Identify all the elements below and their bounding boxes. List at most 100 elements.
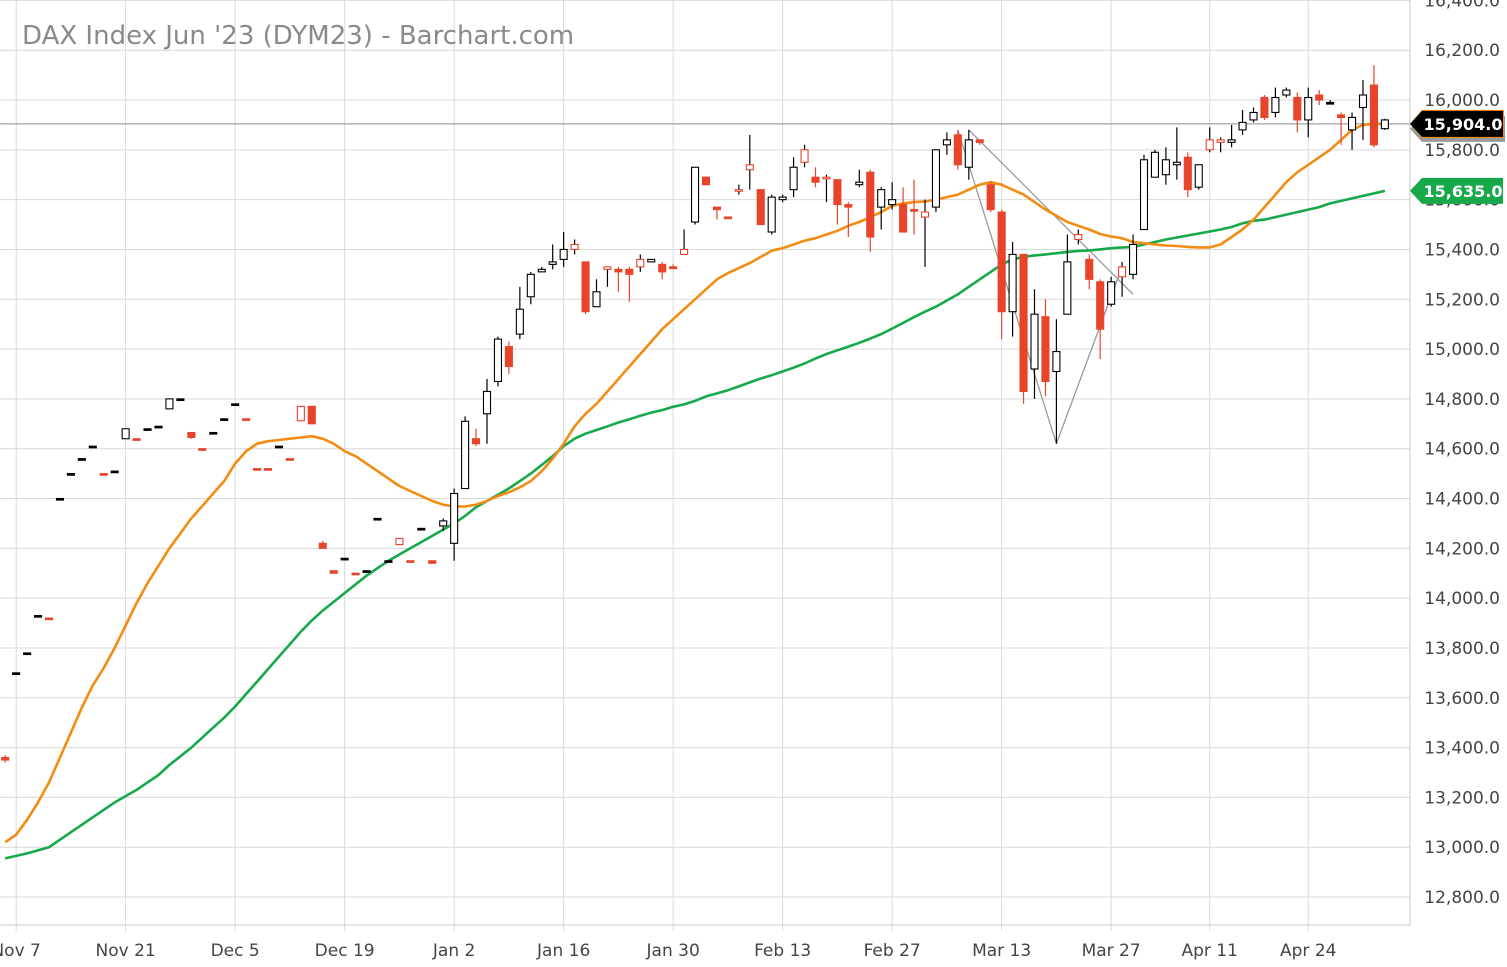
ma-slow-tag-label: 15,635.0 [1424,182,1503,201]
candle-body [844,204,853,208]
candle [1052,319,1061,444]
x-tick-label: Jan 16 [536,941,590,961]
candle [253,468,262,471]
candle [220,418,229,421]
candle [66,473,75,476]
candle-body [1129,243,1138,275]
candle-body [690,166,700,223]
y-tick-label: 15,400.0 [1424,240,1500,260]
candle-body [482,390,492,415]
ma-slow-tag-shape [1410,177,1503,204]
x-tick-label: Feb 27 [864,941,921,961]
candle-body [953,134,962,166]
y-tick-label: 14,200.0 [1424,539,1500,559]
grid [0,0,1410,931]
candle [953,129,962,170]
price-tags: 15,904.0 15,635.0 [1410,109,1505,204]
candle [734,184,743,195]
candle [855,169,864,188]
candle [88,445,97,449]
candle-body [636,258,645,268]
candle [767,194,776,235]
candle [165,398,174,410]
candle-body [373,517,382,521]
candle [274,445,284,449]
y-tick-label: 13,200.0 [1424,788,1500,808]
candle-body [55,497,65,501]
candle [942,132,951,155]
candle-body [154,425,163,429]
candle-body [1107,281,1116,305]
candle [99,473,108,476]
candle-body [734,189,743,192]
candle-body [77,458,86,461]
x-tick-label: Feb 13 [754,941,811,961]
candle-body [1008,253,1017,313]
candle [209,431,218,435]
candle-body [592,291,601,308]
candle-body [570,243,579,250]
candle [1216,137,1225,153]
candle-body [603,266,612,270]
candle [1282,87,1291,98]
candle-body [428,560,437,564]
candle-body [220,418,229,421]
candle [581,261,590,315]
candle-body [1019,253,1028,392]
candle-body [559,248,568,260]
candle-body [669,266,678,270]
candle-body [1063,261,1072,315]
candle [636,254,645,272]
candle [778,194,787,203]
candle-body [1183,156,1192,191]
candle [471,428,481,447]
candle [1358,80,1368,140]
candle [351,572,360,576]
candle [1150,149,1159,178]
candle-body [1249,111,1258,121]
candle-body [439,520,448,527]
candle [1369,65,1378,148]
candle-body [822,176,831,180]
candle [428,560,437,564]
candle-body [450,492,459,544]
candle [482,378,492,444]
candle [1293,92,1302,133]
candle-body [680,248,689,255]
candle-body [406,560,415,563]
candle [1085,254,1094,290]
y-tick-label: 13,800.0 [1424,639,1500,659]
ma-fast-line [4,122,1385,844]
candle [1304,87,1313,138]
candle [362,570,371,573]
candle-body [811,176,820,183]
candle-body [461,420,470,490]
candle-body [132,438,141,441]
x-tick-label: Jan 2 [432,941,475,961]
candle [55,497,65,501]
candle [680,229,689,255]
y-tick-label: 16,200.0 [1424,41,1500,61]
candle-body [307,405,316,425]
candle-body [1293,96,1302,121]
candle [154,425,163,429]
y-tick-label: 12,800.0 [1424,888,1500,908]
candle [712,206,722,220]
candle-body [1304,96,1313,121]
trendlines [957,129,1134,444]
candle-body [778,196,787,201]
candle [570,239,579,255]
candle [920,199,930,267]
candle-body [231,403,240,407]
ma-slow-line [4,189,1386,860]
candle-body [789,166,798,191]
x-tick-label: Apr 11 [1181,941,1237,961]
candle [1008,241,1017,337]
candle [242,418,251,421]
y-tick-label: 14,600.0 [1424,440,1500,460]
candle [1227,124,1236,148]
candle [1194,164,1203,190]
candle [1161,147,1170,185]
candle-body [351,572,360,576]
